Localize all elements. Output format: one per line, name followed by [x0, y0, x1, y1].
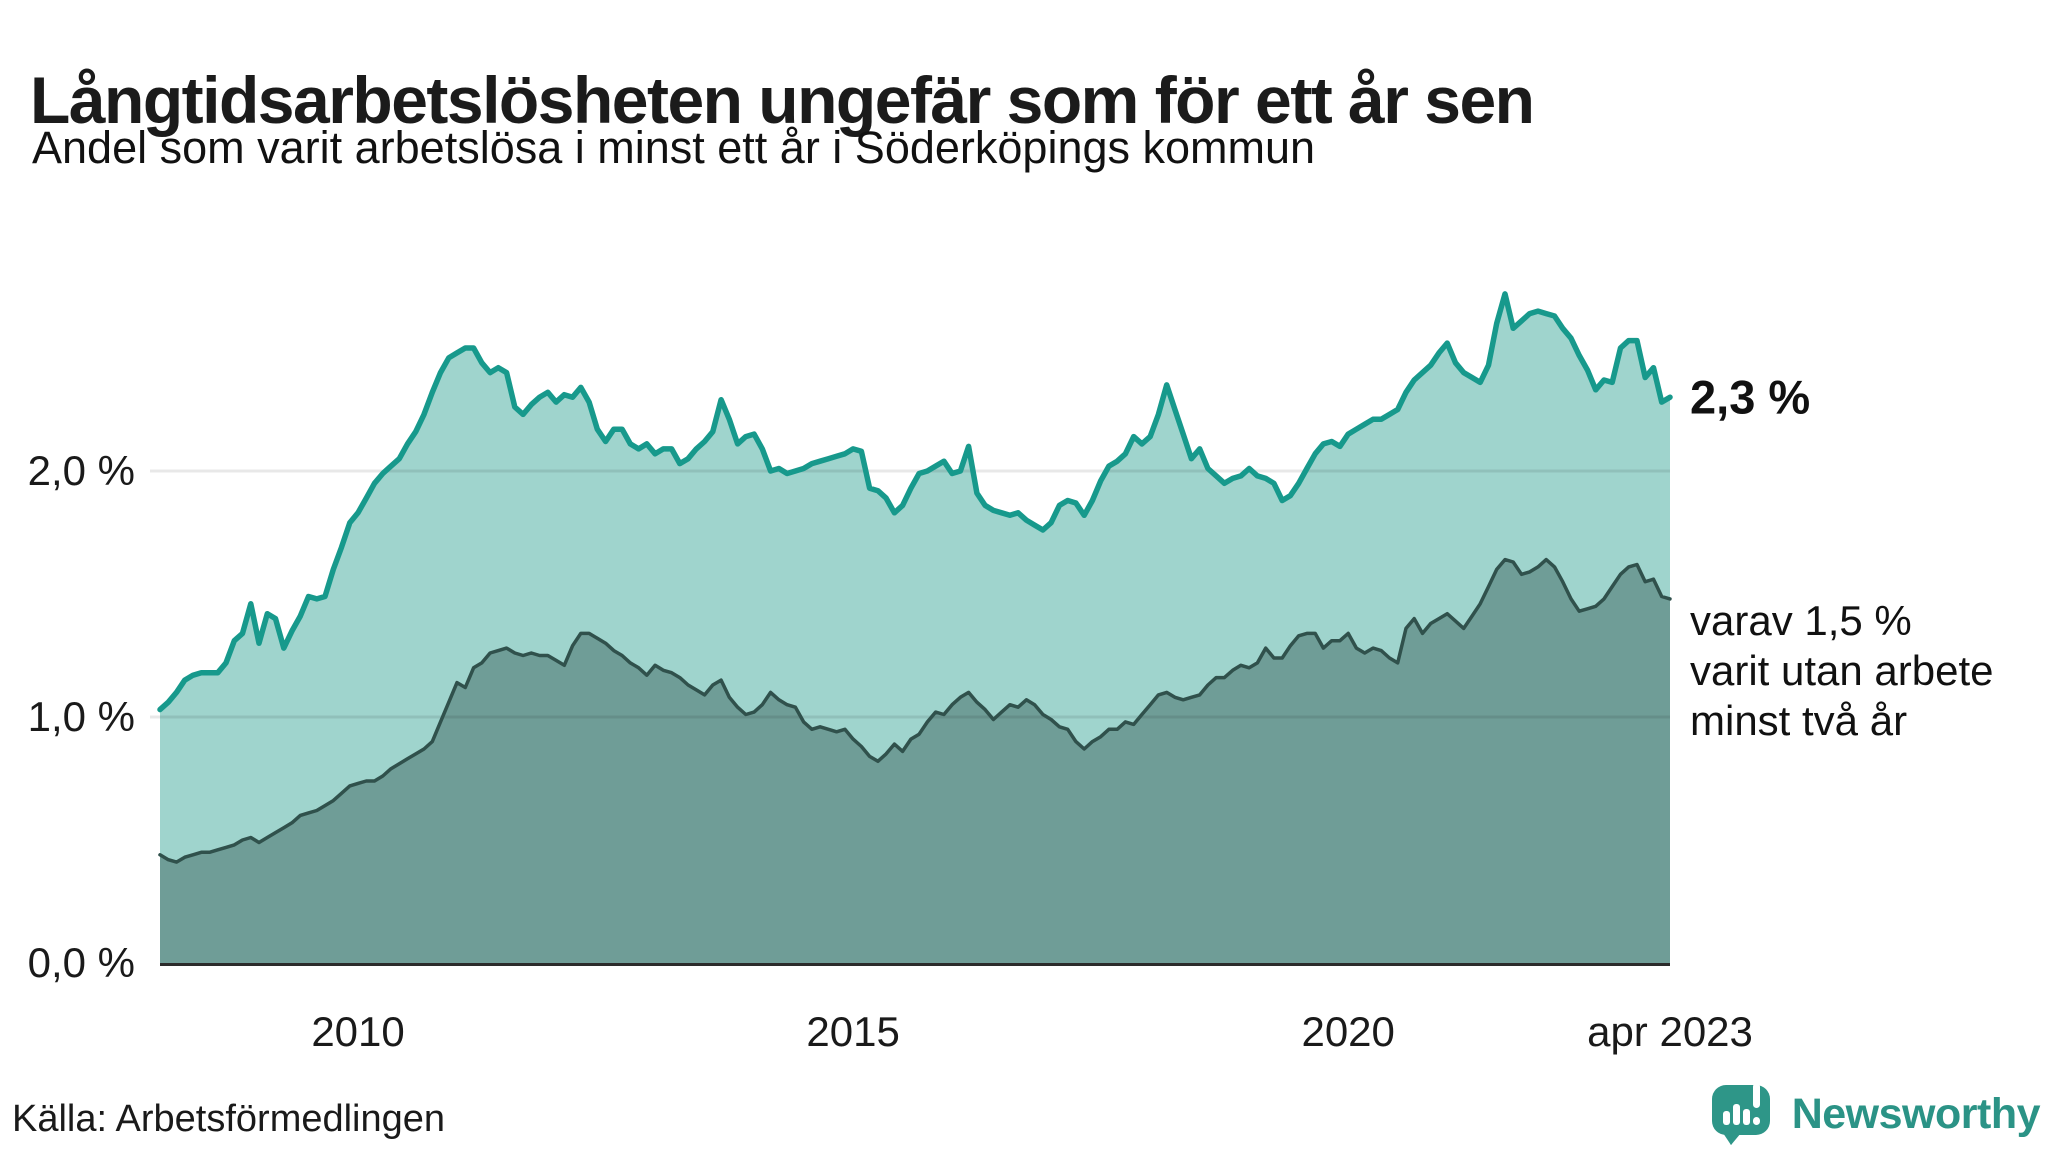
secondary-annotation-line-1: varav 1,5 %	[1690, 596, 1912, 644]
latest-value-label: 2,3 %	[1690, 370, 1811, 424]
secondary-line	[158, 557, 1672, 864]
chart-subtitle: Andel som varit arbetslösa i minst ett å…	[32, 122, 1316, 173]
secondary-annotation-line-3: minst två år	[1690, 696, 1908, 744]
total-line	[157, 291, 1673, 713]
y-axis-label-2: 2,0 %	[27, 447, 135, 494]
brand-name: Newsworthy	[1791, 1089, 2041, 1138]
y-axis-label-1: 1,0 %	[27, 693, 135, 740]
secondary-area	[160, 559, 1670, 963]
newsworthy-logo-icon	[1711, 1083, 1770, 1145]
x-axis-label-2020: 2020	[1301, 1008, 1395, 1055]
x-axis-label-2015: 2015	[806, 1008, 900, 1055]
y-axis-label-0: 0,0 %	[27, 939, 135, 986]
newsworthy-brand: Newsworthy	[1710, 1082, 2041, 1146]
page-title: Långtidsarbetslösheten ungefär som för e…	[30, 63, 1535, 138]
source-note: Källa: Arbetsförmedlingen	[12, 1098, 446, 1140]
x-axis-label-2010: 2010	[311, 1008, 405, 1055]
secondary-series-annotation: varav 1,5 % varit utan arbete minst två …	[1690, 596, 1994, 746]
x-axis-label-apr-2023: apr 2023	[1587, 1008, 1753, 1055]
secondary-annotation-line-2: varit utan arbete	[1690, 646, 1994, 694]
